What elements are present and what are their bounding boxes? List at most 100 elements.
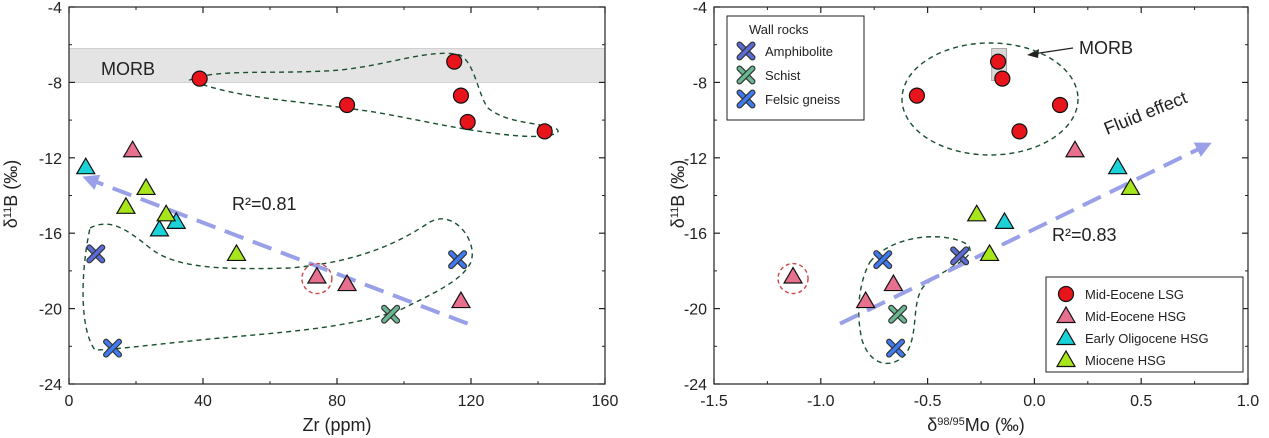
point-mid-eocene-lsg <box>989 53 1007 70</box>
right-chart-panel: MORB Fluid effect -1.5 -1.0 -0.5 0.0 0.5 1.0-… <box>668 0 1259 435</box>
x-axis-label: δ98/95Mo (‰) <box>927 415 1025 435</box>
x-tick-label: 0 <box>65 393 74 410</box>
point-mid-eocene-hsg <box>337 273 358 292</box>
x-tick-label: 0.5 <box>1130 393 1152 410</box>
point-early-oligocene-hsg <box>75 157 96 175</box>
legend-wall-rocks: Wall rocks Amphibolite Schist Felsic gneis… <box>726 15 865 121</box>
point-mid-eocene-hsg <box>883 273 904 292</box>
fluid-effect-label: Fluid effect <box>1101 87 1190 138</box>
point-mid-eocene-hsg <box>782 266 804 284</box>
legend-marker-schist <box>736 65 756 85</box>
x-tick-label: 80 <box>328 393 346 410</box>
legend-marker-mid-eocene-lsg <box>1057 285 1075 303</box>
y-axis-label: δ11B (‰) <box>1 160 21 228</box>
point-mid-eocene-hsg <box>855 290 876 309</box>
point-amphibolite <box>86 244 106 264</box>
point-mid-eocene-lsg <box>1011 123 1028 140</box>
legend-item-label: Felsic gneiss <box>765 92 841 107</box>
y-tick-label: -4 <box>693 0 707 17</box>
envelope-hsg-outline <box>82 218 473 351</box>
point-felsic-gneiss <box>886 338 906 358</box>
legend-title: Wall rocks <box>749 22 809 37</box>
legend-item-label: Schist <box>765 68 801 83</box>
point-mid-eocene-hsg <box>1064 140 1086 158</box>
y-tick-label: -20 <box>684 302 707 319</box>
point-felsic-gneiss <box>873 250 893 270</box>
x-tick-label: -1.0 <box>807 393 835 410</box>
morb-band <box>68 48 606 83</box>
trend-arrowhead <box>1193 142 1212 157</box>
point-mid-eocene-lsg <box>994 70 1011 87</box>
legend-item-label: Early Oligocene HSG <box>1085 331 1209 346</box>
morb-pointer-line <box>1032 47 1074 55</box>
trend-arrowhead <box>82 174 101 190</box>
y-tick-label: -16 <box>39 226 62 243</box>
y-tick-label: -12 <box>39 151 62 168</box>
point-felsic-gneiss <box>103 338 123 358</box>
y-tick-label: -8 <box>48 75 62 92</box>
point-mid-eocene-lsg <box>446 53 463 70</box>
point-miocene-hsg <box>966 204 987 222</box>
point-mid-eocene-lsg <box>1051 96 1069 114</box>
point-mid-eocene-hsg <box>306 266 327 284</box>
point-felsic-gneiss <box>448 250 468 270</box>
y-tick-label: -24 <box>684 377 707 394</box>
point-schist <box>888 304 908 324</box>
legend-marker-amphibolite <box>736 41 756 61</box>
envelope-hsg-outline <box>858 236 971 365</box>
point-miocene-hsg <box>1120 177 1141 196</box>
scatter-points <box>75 53 553 358</box>
legend-item-label: Mid-Eocene LSG <box>1085 287 1184 302</box>
point-amphibolite <box>950 246 970 266</box>
point-mid-eocene-lsg <box>536 123 553 140</box>
point-mid-eocene-lsg <box>338 96 356 114</box>
point-miocene-hsg <box>226 243 247 262</box>
left-chart-panel: MORB 0 40 80 120 160 -4 -8 -12 -16 -20 -24 R²=0.81… <box>1 0 618 435</box>
point-miocene-hsg <box>136 177 157 196</box>
point-mid-eocene-lsg <box>908 87 926 104</box>
point-mid-eocene-lsg <box>191 70 208 87</box>
morb-label: MORB <box>1079 38 1133 58</box>
legend-samples: Mid-Eocene LSG Mid-Eocene HSG Early Oligoc… <box>1045 276 1244 373</box>
point-early-oligocene-hsg <box>994 211 1015 229</box>
envelope-lsg-outline <box>188 52 559 138</box>
x-tick-label: 1.0 <box>1237 393 1259 410</box>
y-tick-label: -20 <box>39 302 62 319</box>
x-tick-label: -1.5 <box>700 393 728 410</box>
trend-line <box>839 146 1202 326</box>
legend-item-label: Miocene HSG <box>1085 353 1166 368</box>
x-axis-label: Zr (ppm) <box>303 415 372 435</box>
y-tick-label: -8 <box>693 75 707 92</box>
legend-marker-miocene-hsg <box>1055 349 1077 368</box>
point-mid-eocene-lsg <box>459 113 476 131</box>
legend-marker-felsic-gneiss <box>736 89 756 109</box>
r2-label: R²=0.83 <box>1052 225 1117 245</box>
x-tick-label: -0.5 <box>914 393 942 410</box>
point-miocene-hsg <box>115 196 136 214</box>
point-miocene-hsg <box>156 204 177 222</box>
x-tick-label: 0.0 <box>1023 393 1045 410</box>
y-tick-label: -4 <box>48 0 62 17</box>
r2-label: R²=0.81 <box>232 194 297 214</box>
morb-pointer-arrowhead <box>1027 49 1039 58</box>
legend-marker-early-oligocene-hsg <box>1055 327 1077 346</box>
y-axis-label: δ11B (‰) <box>668 160 688 228</box>
legend-item-label: Amphibolite <box>765 44 833 59</box>
y-tick-label: -12 <box>684 151 707 168</box>
point-mid-eocene-hsg <box>122 140 143 158</box>
legend-item-label: Mid-Eocene HSG <box>1085 309 1186 324</box>
scatter-points <box>782 53 1141 358</box>
point-early-oligocene-hsg <box>1107 157 1128 175</box>
point-early-oligocene-hsg <box>149 219 170 237</box>
legend-marker-mid-eocene-hsg <box>1055 305 1077 324</box>
y-tick-label: -16 <box>684 226 707 243</box>
axis-ticks: -1.5 -1.0 -0.5 0.0 0.5 1.0 -4 -8 -12 -16 -20 -24 <box>684 0 1259 410</box>
x-tick-label: 120 <box>458 393 485 410</box>
trend-line <box>92 179 469 326</box>
circled-point-highlight <box>301 262 333 295</box>
envelope-lsg-outline <box>901 42 1079 156</box>
morb-label: MORB <box>101 59 155 79</box>
point-mid-eocene-lsg <box>452 87 470 104</box>
circled-point-highlight <box>777 262 809 295</box>
